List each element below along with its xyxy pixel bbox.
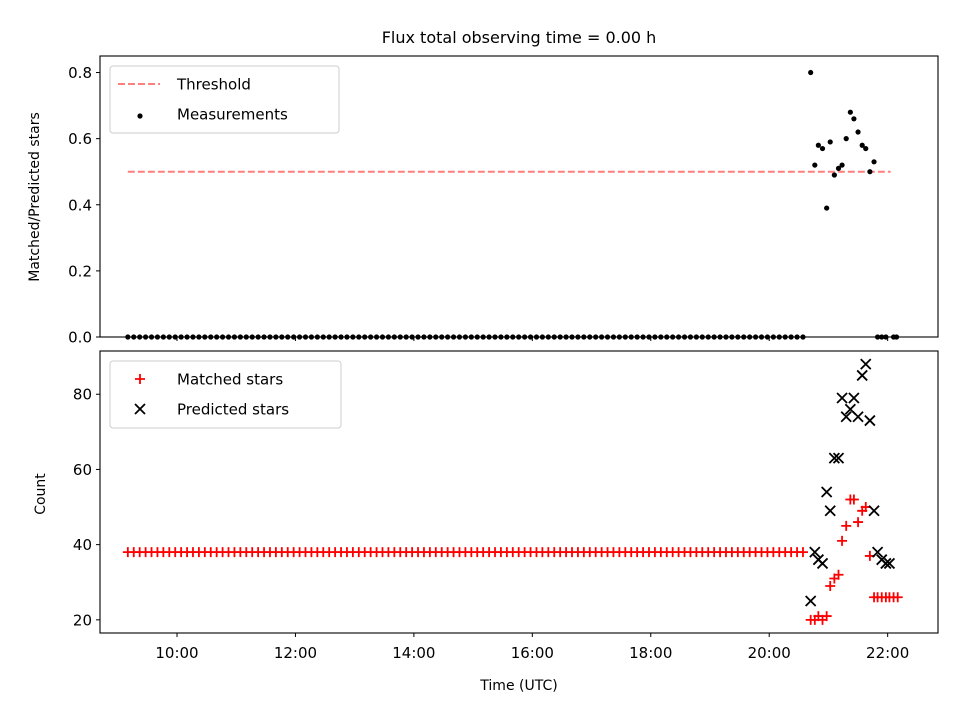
bottom-plot-area: 20 40 60 80 10:00 12:00 14:00 16:00 18:00 20:00 22…: [73, 350, 939, 662]
y-tick-label: 0.0: [68, 329, 92, 347]
predicted-star-point: [868, 505, 880, 517]
legend-label: Predicted stars: [177, 401, 289, 419]
x-tick-label: 18:00: [629, 644, 672, 662]
matched-star-point: [837, 535, 848, 546]
y-tick-label: 0.8: [68, 64, 92, 82]
x-tick-label: 16:00: [511, 644, 554, 662]
predicted-star-point: [832, 452, 845, 464]
x-tick-label: 22:00: [866, 644, 909, 662]
matched-star-point: [841, 520, 852, 531]
y-tick-label: 20: [73, 611, 92, 629]
predicted-star-point: [816, 557, 829, 570]
measurement-point: [867, 169, 873, 175]
measurement-point: [835, 165, 842, 171]
y-tick-label: 60: [73, 461, 92, 479]
legend-measurement-swatch: [137, 113, 143, 119]
measurement-point: [851, 116, 857, 122]
predicted-star-point: [852, 411, 864, 423]
x-tick-label: 14:00: [392, 644, 435, 662]
measurement-point: [819, 145, 826, 152]
chart-title: Flux total observing time = 0.00 h: [382, 28, 657, 47]
measurement-point: [839, 162, 845, 168]
predicted-star-point: [840, 411, 852, 423]
legend-predicted-swatch: [134, 403, 146, 415]
predicted-star-point: [821, 486, 833, 498]
measurement-point: [847, 109, 853, 115]
x-tick-label: 10:00: [155, 644, 198, 662]
predicted-star-point: [871, 546, 884, 558]
axes-frame: [99, 350, 939, 634]
y-tick-label: 0.4: [68, 196, 92, 214]
axes-frame: [99, 55, 939, 338]
measurement-point: [843, 136, 849, 142]
predicted-star-point: [836, 392, 848, 404]
legend-box: [109, 65, 340, 134]
matched-star-point: [853, 517, 864, 528]
matched-star-point: [821, 611, 832, 622]
legend-box: [109, 360, 342, 429]
measurement-point: [827, 139, 833, 145]
measurement-point: [859, 142, 865, 148]
x-tick-label: 12:00: [274, 644, 317, 662]
matched-star-point: [797, 547, 808, 558]
legend-matched-swatch: [135, 374, 145, 384]
predicted-star-point: [864, 414, 876, 427]
y-tick-label: 0.6: [68, 130, 92, 148]
matched-star-point: [892, 592, 903, 603]
measurement-point: [871, 159, 877, 165]
matched-star-point: [833, 569, 844, 580]
measurement-point: [831, 172, 837, 178]
predicted-star-point: [860, 358, 872, 370]
legend-label: Measurements: [177, 106, 288, 124]
predicted-star-point: [824, 505, 836, 517]
y-tick-label: 40: [73, 536, 92, 554]
x-axis-label: Time (UTC): [479, 678, 557, 694]
measurement-point: [824, 205, 830, 211]
predicted-star-point: [809, 546, 821, 558]
predicted-star-point: [856, 369, 868, 382]
measurement-point: [815, 142, 821, 148]
predicted-star-point: [848, 392, 860, 404]
measurement-point: [855, 129, 861, 135]
measurement-point: [808, 69, 814, 76]
top-y-axis-label: Matched/Predicted stars: [27, 112, 43, 282]
x-tick-label: 20:00: [748, 644, 791, 662]
measurement-point: [863, 145, 869, 152]
matched-star-point: [825, 581, 836, 591]
top-plot-area: 0.0 0.2 0.4 0.6 0.8 Threshold Measurements: [68, 55, 939, 347]
predicted-star-point: [805, 595, 817, 607]
matched-star-point: [848, 494, 859, 505]
predicted-star-point: [828, 452, 840, 464]
legend-label: Threshold: [176, 76, 251, 94]
legend-label: Matched stars: [177, 371, 283, 389]
y-tick-label: 80: [73, 386, 92, 404]
y-tick-label: 0.2: [68, 262, 92, 280]
predicted-star-point: [883, 557, 896, 570]
predicted-star-point: [880, 557, 892, 570]
measurement-point: [812, 162, 818, 168]
bottom-y-axis-label: Count: [33, 473, 49, 515]
